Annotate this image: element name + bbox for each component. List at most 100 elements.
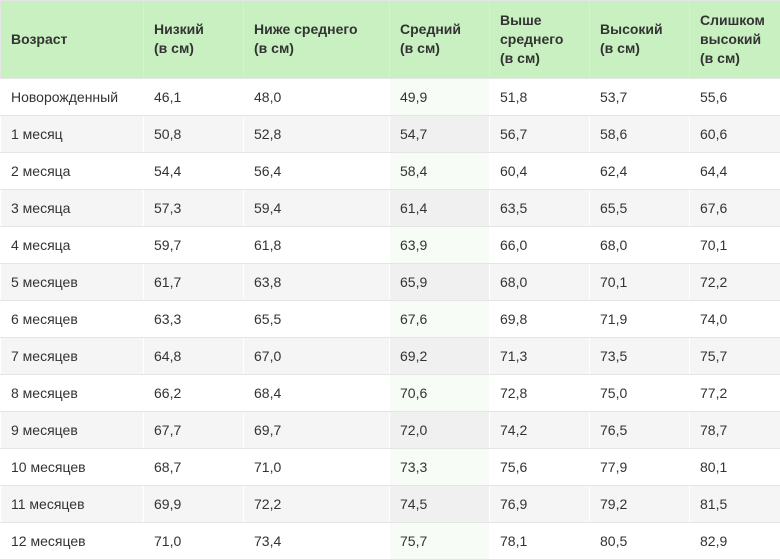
- cell-value: 48,0: [244, 78, 390, 115]
- cell-value: 64,4: [690, 152, 780, 189]
- cell-value: 55,6: [690, 78, 780, 115]
- cell-value: 75,7: [390, 522, 490, 559]
- cell-value: 67,7: [144, 411, 244, 448]
- cell-value: 73,3: [390, 448, 490, 485]
- table-row: 1 месяц50,852,854,756,758,660,6: [1, 115, 780, 152]
- cell-value: 51,8: [490, 78, 590, 115]
- cell-value: 63,8: [244, 263, 390, 300]
- cell-value: 74,0: [690, 300, 780, 337]
- col-header-4: Выше среднего(в см): [490, 1, 590, 79]
- cell-value: 66,0: [490, 226, 590, 263]
- cell-value: 60,4: [490, 152, 590, 189]
- row-label: 12 месяцев: [1, 522, 144, 559]
- cell-value: 77,2: [690, 374, 780, 411]
- row-label: 5 месяцев: [1, 263, 144, 300]
- cell-value: 73,5: [590, 337, 690, 374]
- cell-value: 61,4: [390, 189, 490, 226]
- cell-value: 59,4: [244, 189, 390, 226]
- table-row: 10 месяцев68,771,073,375,677,980,1: [1, 448, 780, 485]
- cell-value: 65,5: [244, 300, 390, 337]
- cell-value: 76,9: [490, 485, 590, 522]
- table-row: Новорожденный46,148,049,951,853,755,6: [1, 78, 780, 115]
- col-header-3: Средний(в см): [390, 1, 490, 79]
- col-header-5: Высокий(в см): [590, 1, 690, 79]
- cell-value: 70,1: [590, 263, 690, 300]
- cell-value: 69,7: [244, 411, 390, 448]
- cell-value: 75,0: [590, 374, 690, 411]
- row-label: 8 месяцев: [1, 374, 144, 411]
- cell-value: 64,8: [144, 337, 244, 374]
- row-label: 11 месяцев: [1, 485, 144, 522]
- cell-value: 68,0: [590, 226, 690, 263]
- cell-value: 65,5: [590, 189, 690, 226]
- cell-value: 57,3: [144, 189, 244, 226]
- cell-value: 65,9: [390, 263, 490, 300]
- table-row: 6 месяцев63,365,567,669,871,974,0: [1, 300, 780, 337]
- cell-value: 69,2: [390, 337, 490, 374]
- cell-value: 66,2: [144, 374, 244, 411]
- cell-value: 71,0: [244, 448, 390, 485]
- cell-value: 71,3: [490, 337, 590, 374]
- table-row: 3 месяца57,359,461,463,565,567,6: [1, 189, 780, 226]
- table-row: 7 месяцев64,867,069,271,373,575,7: [1, 337, 780, 374]
- cell-value: 56,4: [244, 152, 390, 189]
- table-row: 5 месяцев61,763,865,968,070,172,2: [1, 263, 780, 300]
- cell-value: 72,2: [244, 485, 390, 522]
- row-label: 9 месяцев: [1, 411, 144, 448]
- row-label: 2 месяца: [1, 152, 144, 189]
- cell-value: 58,6: [590, 115, 690, 152]
- cell-value: 56,7: [490, 115, 590, 152]
- cell-value: 74,2: [490, 411, 590, 448]
- col-header-2: Ниже среднего(в см): [244, 1, 390, 79]
- cell-value: 74,5: [390, 485, 490, 522]
- cell-value: 61,8: [244, 226, 390, 263]
- table-row: 2 месяца54,456,458,460,462,464,4: [1, 152, 780, 189]
- cell-value: 61,7: [144, 263, 244, 300]
- col-header-0: Возраст: [1, 1, 144, 79]
- row-label: Новорожденный: [1, 78, 144, 115]
- row-label: 1 месяц: [1, 115, 144, 152]
- col-header-1: Низкий(в см): [144, 1, 244, 79]
- row-label: 3 месяца: [1, 189, 144, 226]
- cell-value: 67,6: [390, 300, 490, 337]
- table-header-row: ВозрастНизкий(в см)Ниже среднего(в см)Ср…: [1, 1, 780, 79]
- table-row: 4 месяца59,761,863,966,068,070,1: [1, 226, 780, 263]
- cell-value: 69,9: [144, 485, 244, 522]
- cell-value: 72,8: [490, 374, 590, 411]
- cell-value: 70,6: [390, 374, 490, 411]
- cell-value: 68,7: [144, 448, 244, 485]
- cell-value: 80,1: [690, 448, 780, 485]
- cell-value: 53,7: [590, 78, 690, 115]
- cell-value: 75,7: [690, 337, 780, 374]
- row-label: 7 месяцев: [1, 337, 144, 374]
- row-label: 6 месяцев: [1, 300, 144, 337]
- cell-value: 79,2: [590, 485, 690, 522]
- cell-value: 67,0: [244, 337, 390, 374]
- cell-value: 68,0: [490, 263, 590, 300]
- cell-value: 68,4: [244, 374, 390, 411]
- cell-value: 71,0: [144, 522, 244, 559]
- cell-value: 72,2: [690, 263, 780, 300]
- cell-value: 81,5: [690, 485, 780, 522]
- cell-value: 75,6: [490, 448, 590, 485]
- cell-value: 62,4: [590, 152, 690, 189]
- table-row: 8 месяцев66,268,470,672,875,077,2: [1, 374, 780, 411]
- height-table: ВозрастНизкий(в см)Ниже среднего(в см)Ср…: [0, 0, 780, 560]
- table-row: 11 месяцев69,972,274,576,979,281,5: [1, 485, 780, 522]
- cell-value: 60,6: [690, 115, 780, 152]
- cell-value: 78,1: [490, 522, 590, 559]
- cell-value: 67,6: [690, 189, 780, 226]
- cell-value: 58,4: [390, 152, 490, 189]
- cell-value: 80,5: [590, 522, 690, 559]
- cell-value: 82,9: [690, 522, 780, 559]
- row-label: 4 месяца: [1, 226, 144, 263]
- cell-value: 59,7: [144, 226, 244, 263]
- row-label: 10 месяцев: [1, 448, 144, 485]
- cell-value: 70,1: [690, 226, 780, 263]
- col-header-6: Слишком высокий(в см): [690, 1, 780, 79]
- cell-value: 50,8: [144, 115, 244, 152]
- table-row: 12 месяцев71,073,475,778,180,582,9: [1, 522, 780, 559]
- cell-value: 76,5: [590, 411, 690, 448]
- cell-value: 52,8: [244, 115, 390, 152]
- cell-value: 63,3: [144, 300, 244, 337]
